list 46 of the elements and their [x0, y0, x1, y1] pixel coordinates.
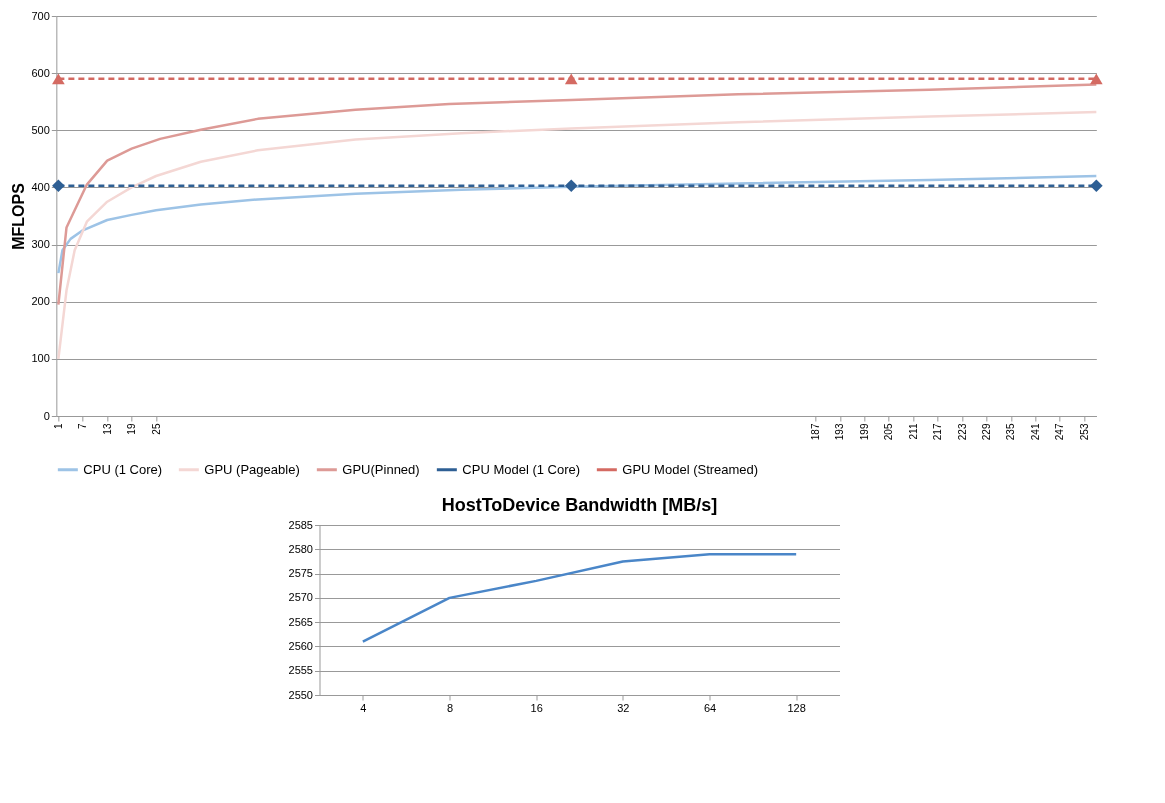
chart-title: HostToDevice Bandwidth [MB/s] — [441, 495, 718, 515]
x-tick-label: 16 — [530, 701, 543, 714]
y-axis-title: MFLOPS — [10, 182, 28, 250]
x-tick-label: 247 — [1054, 423, 1066, 441]
y-tick-label: 2575 — [288, 567, 313, 580]
x-tick-label: 13 — [101, 423, 113, 435]
y-tick-label: 2560 — [288, 639, 313, 652]
legend-label: GPU Model (Streamed) — [622, 461, 759, 477]
x-tick-label: 25 — [150, 423, 162, 435]
y-tick-label: 300 — [31, 238, 50, 251]
x-tick-label: 1 — [52, 423, 64, 430]
legend-label: CPU Model (1 Core) — [462, 461, 581, 477]
legend-label: GPU (Pageable) — [204, 461, 300, 477]
x-tick-label: 32 — [617, 701, 630, 714]
x-tick-label: 8 — [446, 701, 454, 714]
x-tick-label: 205 — [883, 423, 895, 441]
y-tick-label: 2555 — [288, 664, 313, 677]
y-tick-label: 100 — [31, 352, 50, 365]
x-tick-label: 187 — [809, 423, 821, 441]
y-tick-label: 200 — [31, 295, 50, 308]
x-tick-label: 4 — [360, 701, 367, 714]
x-tick-label: 241 — [1029, 423, 1041, 441]
x-tick-label: 19 — [126, 423, 138, 435]
x-tick-label: 193 — [834, 423, 846, 441]
x-tick-label: 223 — [956, 423, 968, 441]
y-tick-label: 2550 — [288, 688, 313, 701]
x-tick-label: 199 — [858, 423, 870, 441]
y-tick-label: 2585 — [288, 518, 313, 531]
y-tick-label: 700 — [31, 9, 50, 22]
y-tick-label: 400 — [31, 180, 50, 193]
x-tick-label: 217 — [932, 423, 944, 441]
y-tick-label: 500 — [31, 123, 50, 136]
y-tick-label: 2580 — [288, 542, 313, 555]
x-tick-label: 253 — [1078, 423, 1090, 441]
x-tick-label: 235 — [1005, 423, 1017, 441]
x-tick-label: 128 — [787, 701, 806, 714]
y-tick-label: 2565 — [288, 615, 313, 628]
x-tick-label: 7 — [77, 423, 89, 430]
x-tick-label: 64 — [703, 701, 717, 714]
y-tick-label: 0 — [43, 409, 50, 422]
y-tick-label: 2570 — [288, 591, 313, 604]
x-tick-label: 229 — [980, 423, 992, 441]
legend-label: CPU (1 Core) — [83, 461, 163, 477]
y-tick-label: 600 — [31, 66, 50, 79]
x-tick-label: 211 — [907, 423, 919, 440]
legend-label: GPU(Pinned) — [342, 461, 420, 477]
